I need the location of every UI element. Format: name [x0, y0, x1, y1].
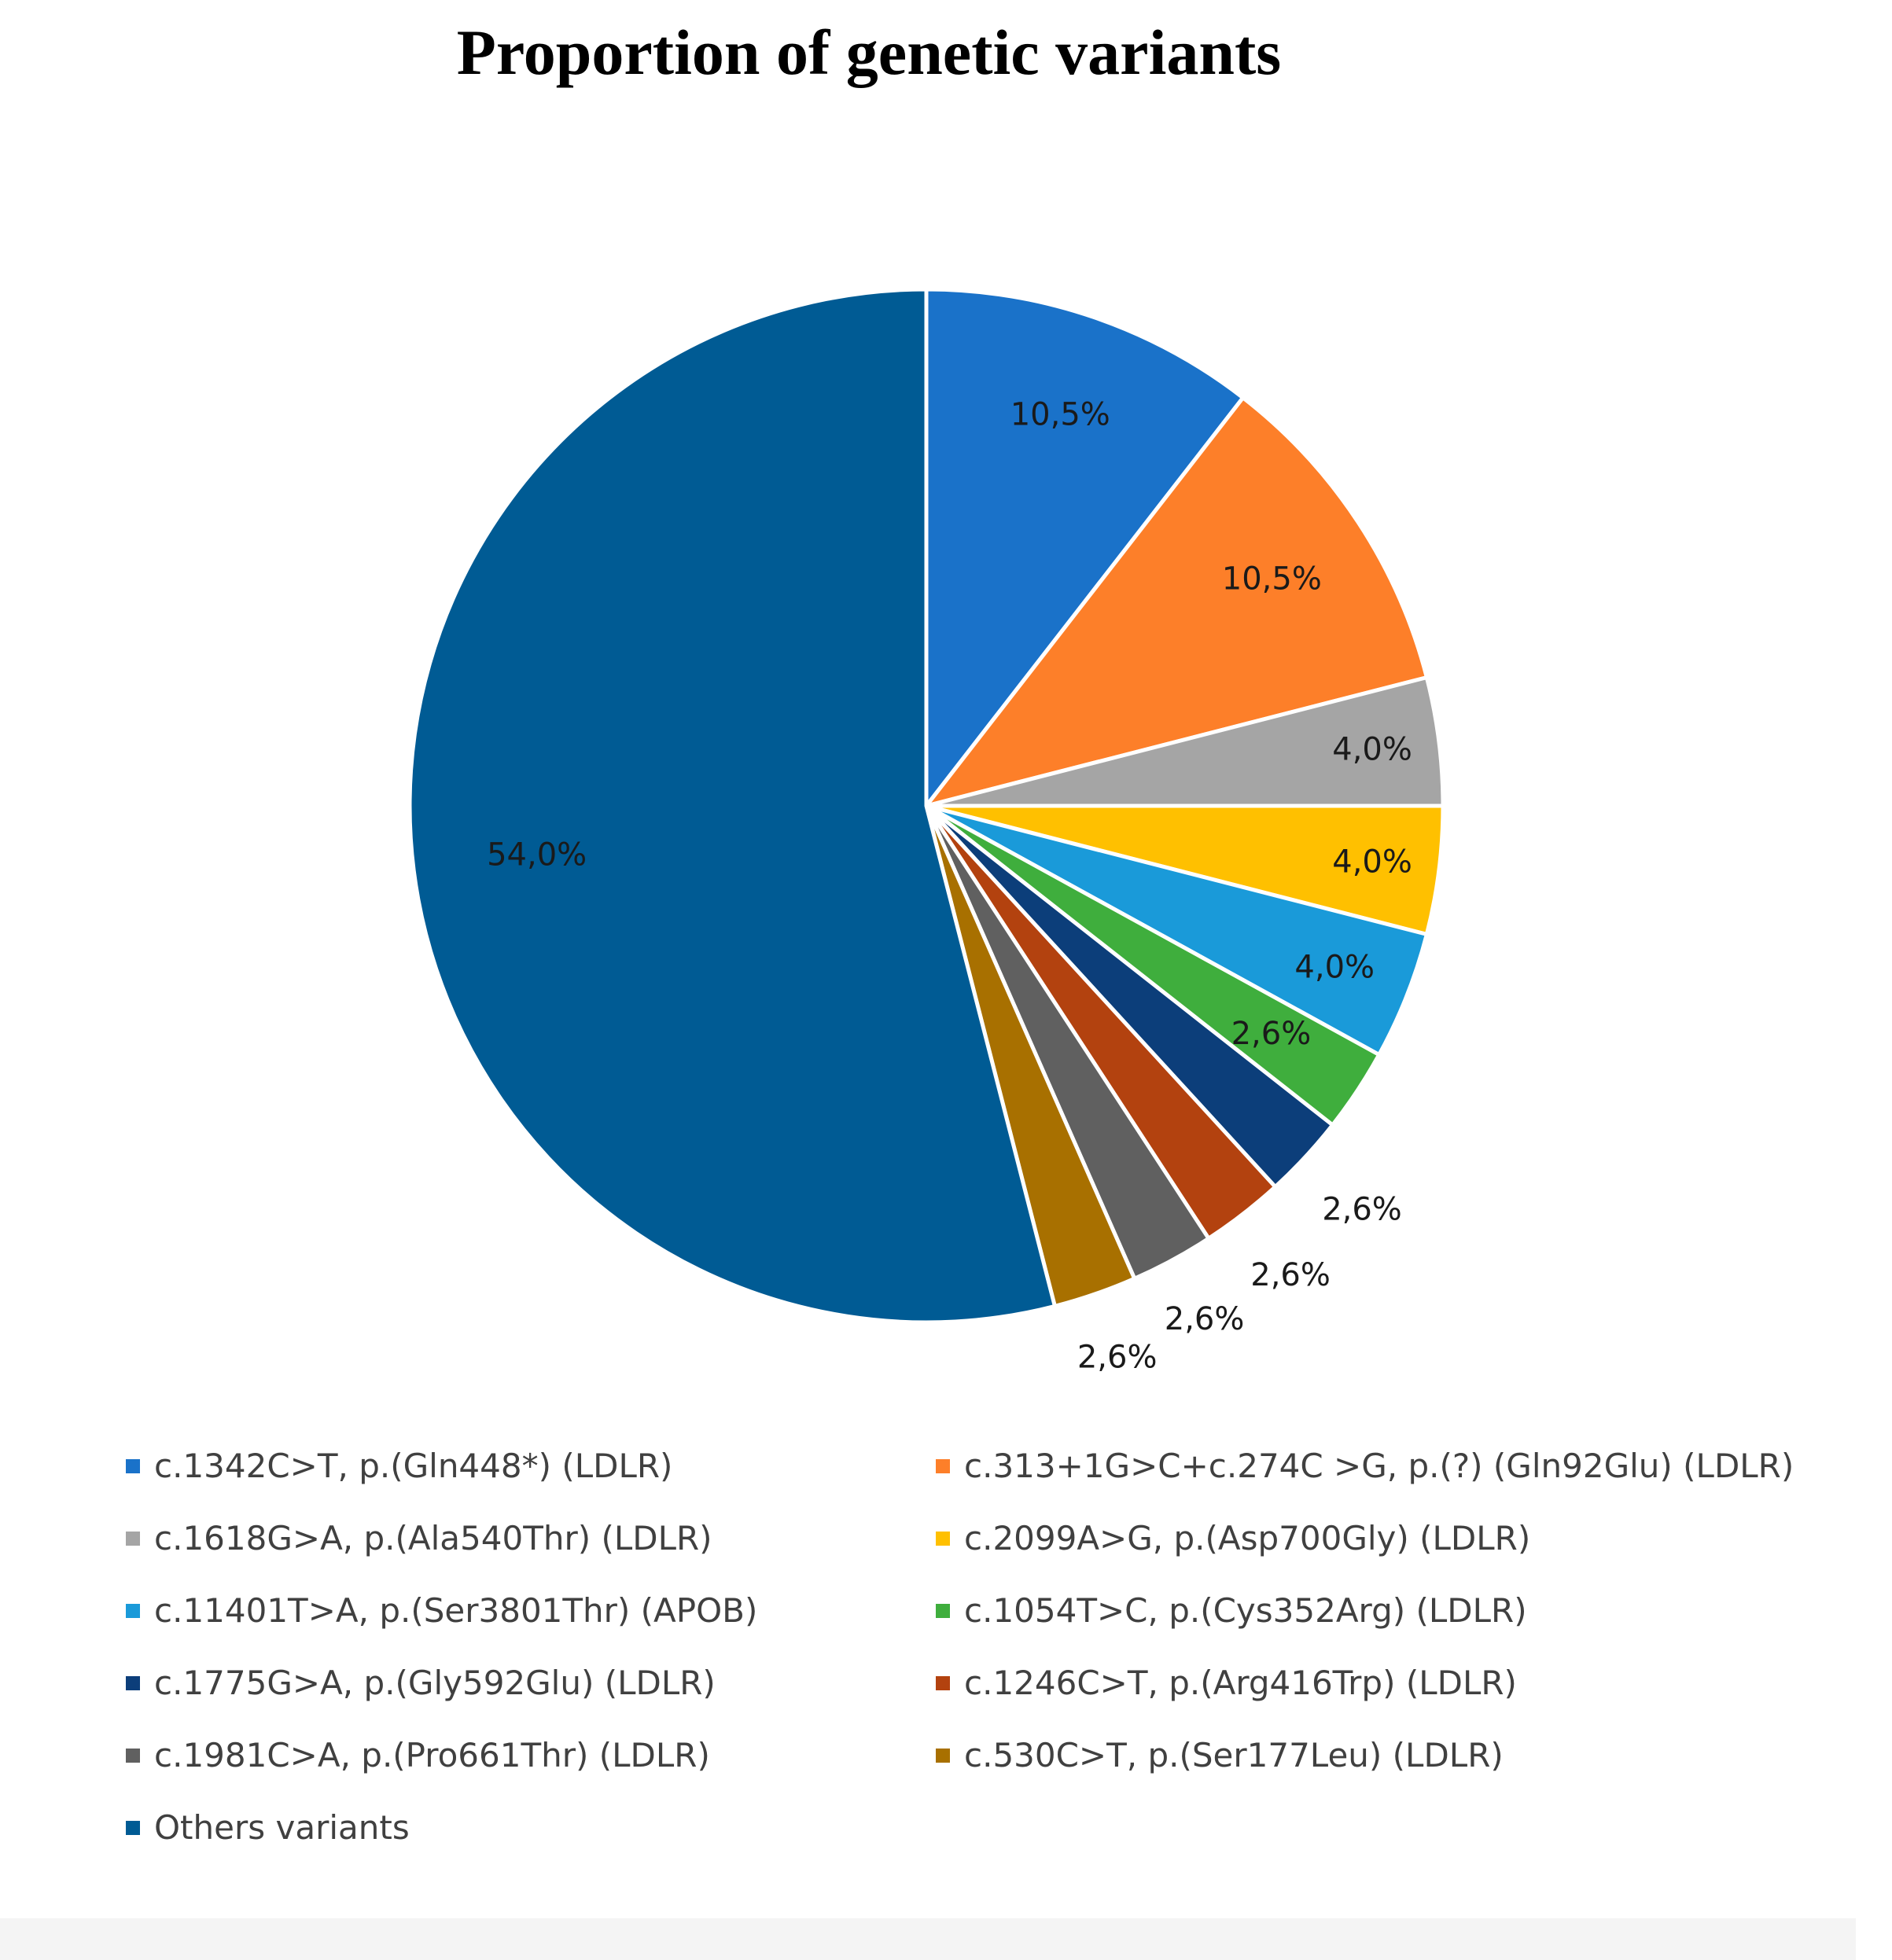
legend-item-2: c.313+1G>C+c.274C >G, p.(?) (Gln92Glu) (…	[936, 1447, 1794, 1485]
legend-swatch	[126, 1458, 140, 1473]
legend-label: c.1246C>T, p.(Arg416Trp) (LDLR)	[964, 1664, 1517, 1702]
legend-item-1: c.1342C>T, p.(Gln448*) (LDLR)	[126, 1447, 672, 1485]
legend-item-4: c.2099A>G, p.(Asp700Gly) (LDLR)	[936, 1519, 1530, 1557]
legend-label: c.530C>T, p.(Ser177Leu) (LDLR)	[964, 1736, 1504, 1774]
chart-title: Proportion of genetic variants	[456, 17, 1282, 88]
legend-item-3: c.1618G>A, p.(Ala540Thr) (LDLR)	[126, 1519, 712, 1557]
legend-swatch	[936, 1531, 950, 1546]
pie-chart: 10,5%10,5%4,0%4,0%4,0%2,6%2,6%2,6%2,6%2,…	[407, 287, 1443, 1376]
slice-data-label-9: 2,6%	[1165, 1301, 1245, 1337]
bottom-band	[0, 1918, 1856, 1960]
legend-swatch	[126, 1675, 140, 1690]
legend-label: Others variants	[154, 1808, 410, 1847]
legend-label: c.313+1G>C+c.274C >G, p.(?) (Gln92Glu) (…	[964, 1447, 1794, 1485]
legend-swatch	[126, 1820, 140, 1835]
slice-data-label-3: 4,0%	[1332, 731, 1412, 767]
slice-data-label-10: 2,6%	[1077, 1340, 1158, 1376]
pie-slice-11	[407, 287, 1057, 1325]
pie-slice-2	[924, 395, 1429, 808]
slice-data-label-1: 10,5%	[1010, 397, 1110, 433]
legend-swatch	[936, 1748, 950, 1763]
legend-item-9: c.1981C>A, p.(Pro661Thr) (LDLR)	[126, 1736, 710, 1774]
slice-data-label-5: 4,0%	[1294, 950, 1375, 986]
legend-item-11: Others variants	[126, 1808, 410, 1847]
legend-item-8: c.1246C>T, p.(Arg416Trp) (LDLR)	[936, 1664, 1517, 1702]
pie-slice-1	[924, 287, 1246, 808]
legend-label: c.11401T>A, p.(Ser3801Thr) (APOB)	[154, 1591, 758, 1630]
legend-label: c.1618G>A, p.(Ala540Thr) (LDLR)	[154, 1519, 712, 1557]
legend-swatch	[936, 1675, 950, 1690]
legend-label: c.1342C>T, p.(Gln448*) (LDLR)	[154, 1447, 673, 1485]
legend-label: c.2099A>G, p.(Asp700Gly) (LDLR)	[964, 1519, 1531, 1557]
legend-swatch	[936, 1458, 950, 1473]
slice-data-label-2: 10,5%	[1222, 561, 1322, 597]
legend-label: c.1981C>A, p.(Pro661Thr) (LDLR)	[154, 1736, 710, 1774]
legend-label: c.1775G>A, p.(Gly592Glu) (LDLR)	[154, 1664, 716, 1702]
legend-item-5: c.11401T>A, p.(Ser3801Thr) (APOB)	[126, 1591, 757, 1630]
legend-item-10: c.530C>T, p.(Ser177Leu) (LDLR)	[936, 1736, 1504, 1774]
slice-data-label-6: 2,6%	[1231, 1016, 1312, 1052]
legend-item-7: c.1775G>A, p.(Gly592Glu) (LDLR)	[126, 1664, 716, 1702]
slice-data-label-8: 2,6%	[1250, 1257, 1331, 1293]
slice-data-label-11: 54,0%	[487, 837, 587, 873]
slice-data-label-7: 2,6%	[1322, 1192, 1402, 1228]
legend-swatch	[126, 1531, 140, 1546]
legend-label: c.1054T>C, p.(Cys352Arg) (LDLR)	[964, 1591, 1527, 1630]
legend-item-6: c.1054T>C, p.(Cys352Arg) (LDLR)	[936, 1591, 1527, 1630]
legend-swatch	[936, 1603, 950, 1618]
legend-swatch	[126, 1748, 140, 1763]
legend-swatch	[126, 1603, 140, 1618]
slice-data-label-4: 4,0%	[1332, 844, 1412, 881]
